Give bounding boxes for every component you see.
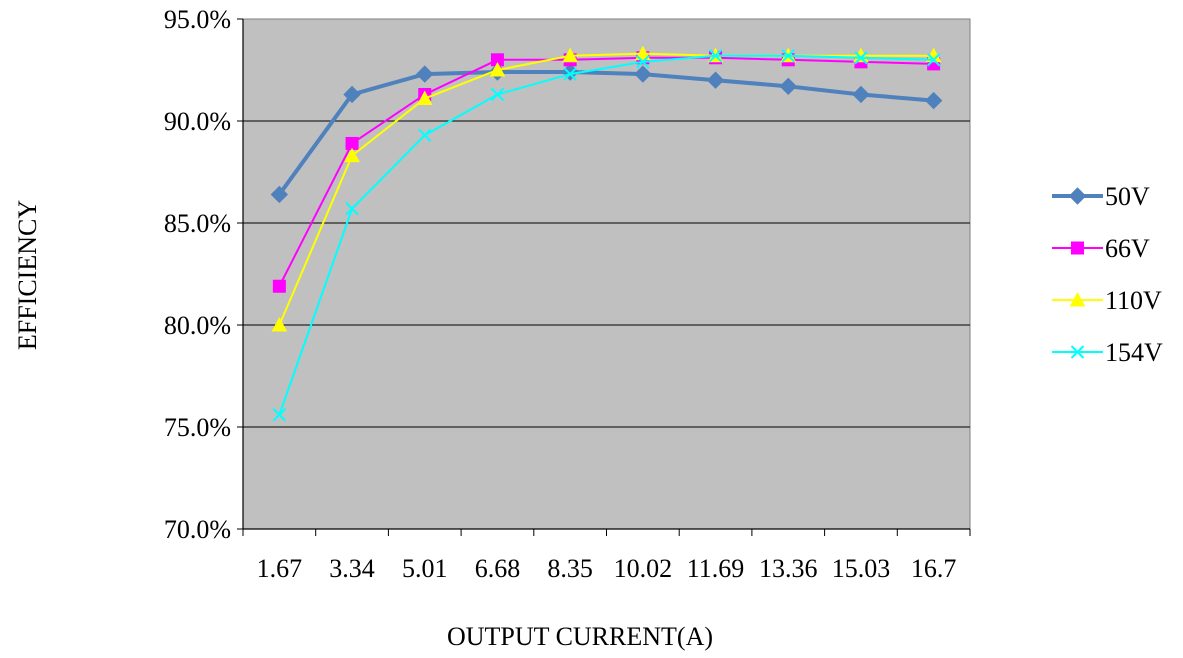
y-tick-labels: 70.0% 75.0% 80.0% 85.0% 90.0% 95.0% [164, 5, 231, 544]
data-point [781, 49, 795, 63]
x-tick-label: 11.69 [687, 554, 745, 583]
legend-marker [1069, 291, 1086, 307]
y-axis-label: EFFICIENCY [13, 200, 42, 350]
legend-marker [1070, 345, 1085, 359]
x-tick-label: 16.7 [911, 554, 957, 583]
legend-label: 154V [1105, 338, 1163, 367]
data-point [634, 65, 652, 83]
legend-label: 66V [1105, 234, 1150, 263]
data-point [926, 53, 941, 67]
x-tick-labels: 1.67 3.34 5.01 6.68 8.35 10.02 11.69 13.36 15.03… [257, 554, 957, 583]
legend-label: 50V [1105, 182, 1150, 211]
legend-item: 110V [1052, 286, 1162, 315]
series-110V [271, 45, 942, 332]
x-tick-label: 3.34 [329, 554, 375, 583]
series-group [270, 45, 943, 422]
legend-marker [1068, 187, 1087, 205]
data-point [270, 185, 289, 204]
series-line [278, 56, 934, 287]
series-line [278, 52, 934, 326]
x-tick-label: 8.35 [547, 554, 593, 583]
legend-item: 50V [1052, 182, 1150, 211]
y-tick-label: 80.0% [164, 311, 231, 340]
data-point [489, 61, 506, 77]
data-point [708, 49, 723, 63]
legend-marker [1071, 241, 1084, 255]
data-point [706, 71, 725, 89]
y-tick-label: 90.0% [164, 107, 231, 136]
data-point [344, 147, 360, 163]
data-point [562, 47, 578, 63]
plot-area [242, 18, 971, 530]
x-tick-label: 1.67 [257, 554, 303, 583]
data-point [854, 51, 868, 65]
y-tick-label: 70.0% [164, 515, 231, 544]
y-tick-label: 85.0% [164, 209, 231, 238]
axes [237, 18, 971, 536]
x-tick-label: 5.01 [402, 554, 448, 583]
data-point [272, 408, 287, 422]
data-point [345, 202, 359, 216]
series-154V [272, 49, 941, 422]
legend-label: 110V [1105, 286, 1162, 315]
data-point [272, 279, 286, 293]
data-point [418, 128, 432, 142]
data-point [416, 65, 434, 83]
data-point [490, 87, 505, 102]
x-tick-label: 13.36 [759, 554, 818, 583]
y-tick-label: 75.0% [164, 413, 231, 442]
data-point [271, 316, 288, 332]
series-line [278, 54, 934, 416]
x-tick-label: 10.02 [614, 554, 673, 583]
data-point [636, 55, 650, 69]
legend: 50V 66V 110V 154V [1052, 182, 1163, 367]
legend-item: 154V [1052, 338, 1163, 367]
y-tick-label: 95.0% [164, 5, 231, 34]
series-line [277, 70, 934, 196]
x-tick-label: 6.68 [475, 554, 521, 583]
grid-lines [243, 120, 970, 428]
data-point [416, 90, 433, 106]
data-point [635, 45, 651, 61]
data-point [779, 77, 797, 96]
legend-item: 66V [1052, 234, 1150, 263]
data-point [343, 85, 361, 104]
x-tick-label: 15.03 [832, 554, 891, 583]
data-point [924, 91, 943, 110]
x-axis-label: OUTPUT CURRENT(A) [447, 622, 713, 651]
data-point [563, 67, 577, 81]
data-point [852, 85, 870, 104]
